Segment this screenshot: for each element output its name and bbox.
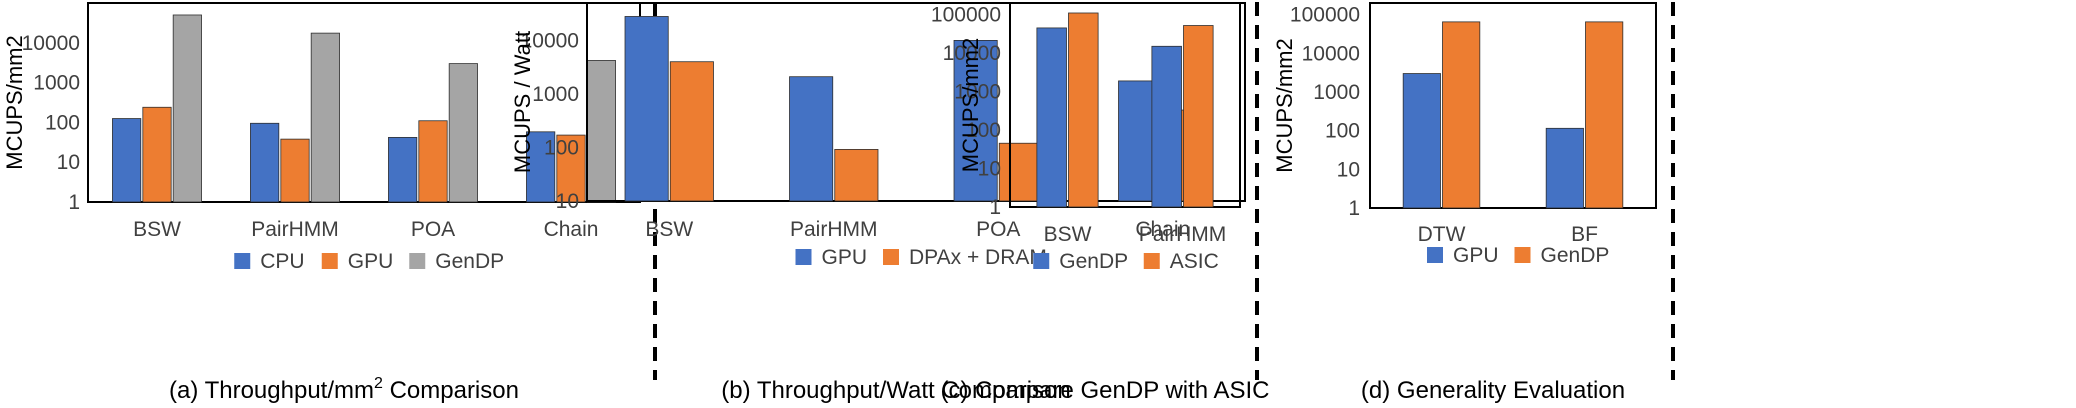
category-label: BSW	[645, 218, 693, 241]
chart-panel-d: 1 10 100 1000 10000 100000 MCUPS/mm2 DTW BF GPU Ge…	[1272, 2, 1657, 404]
bar	[556, 134, 586, 203]
category-label: Chain	[544, 218, 599, 241]
panel-caption: (d) Generality Evaluation	[1361, 377, 1625, 404]
panel-caption: (c) Compare GenDP with ASIC	[940, 377, 1269, 404]
bar	[624, 16, 669, 202]
y-axis-label: MCUPS/mm2	[1272, 38, 1297, 172]
category-label: Chain	[1135, 218, 1190, 241]
y-tick-label: 1	[989, 196, 1001, 219]
legend-label: DPAx + DRAM	[909, 246, 1047, 269]
bar	[1545, 127, 1584, 209]
bar	[310, 32, 340, 203]
legend-label: ASIC	[1170, 250, 1219, 273]
bar	[418, 120, 448, 203]
legend-swatch	[1033, 253, 1050, 269]
legend-swatch	[795, 249, 812, 265]
bar	[789, 76, 834, 202]
bar	[280, 138, 310, 203]
legend-swatch	[234, 253, 251, 269]
legend-label: GenDP	[1541, 244, 1610, 267]
bar	[1585, 21, 1624, 209]
legend-label: CPU	[260, 250, 304, 273]
bar	[834, 149, 879, 202]
y-tick-label: 100000	[931, 4, 1001, 27]
y-tick-label: 1	[1348, 197, 1360, 220]
y-tick-label: 10	[556, 190, 579, 213]
category-label: BSW	[133, 218, 181, 241]
bar	[1036, 27, 1067, 208]
y-tick-label: 1	[68, 191, 80, 214]
legend-swatch	[409, 253, 426, 269]
y-tick-label: 1000	[1313, 81, 1360, 104]
bar	[953, 40, 998, 202]
bar	[1151, 45, 1182, 208]
legend-swatch	[883, 249, 899, 265]
y-tick-label: 10000	[521, 29, 579, 52]
panel-caption: (b) Throughput/Watt Comparison	[721, 377, 1071, 404]
plot-frame	[586, 2, 1246, 202]
y-tick-label: 1000	[954, 81, 1001, 104]
legend: GenDP ASIC	[1033, 250, 1219, 273]
legend-swatch	[1514, 247, 1531, 263]
y-tick-label: 1000	[33, 72, 80, 95]
chart-panel-c: 1 10 100 1000 10000 100000 MCUPS/mm2 BSW PairHMM…	[931, 2, 1270, 404]
y-tick-label: 10	[978, 158, 1001, 181]
legend: CPU GPU GenDP	[234, 250, 504, 273]
legend: GPU GenDP	[1427, 244, 1609, 267]
y-tick-label: 10000	[1302, 42, 1360, 65]
bar	[250, 122, 280, 203]
y-tick-label: 100000	[1290, 4, 1360, 27]
bar	[1183, 25, 1214, 208]
bar	[1068, 12, 1099, 208]
bar	[1402, 73, 1441, 209]
y-axis-label: MCUPS / Watt	[510, 31, 535, 173]
y-tick-label: 100	[1325, 120, 1360, 143]
bar	[998, 142, 1043, 202]
y-tick-label: 100	[544, 136, 579, 159]
y-tick-label: 10	[57, 151, 80, 174]
y-tick-label: 10000	[943, 42, 1001, 65]
category-label: DTW	[1418, 223, 1466, 246]
legend-swatch	[321, 253, 338, 269]
legend-label: GenDP	[435, 250, 504, 273]
category-label: PairHMM	[251, 218, 339, 241]
category-label: BF	[1571, 223, 1598, 246]
bar	[586, 60, 616, 203]
y-tick-label: 10	[1337, 158, 1360, 181]
plot-frame	[1009, 2, 1241, 208]
y-axis-label: MCUPS/mm2	[958, 38, 983, 172]
category-label: PairHMM	[1139, 223, 1227, 246]
bar	[1442, 21, 1481, 209]
bar	[526, 131, 556, 203]
y-tick-label: 100	[45, 111, 80, 134]
bar	[172, 14, 202, 203]
category-label: PairHMM	[790, 218, 878, 241]
legend-swatch	[1427, 247, 1443, 263]
bar	[448, 63, 478, 203]
panel-caption: (a) Throughput/mm2 Comparison	[169, 375, 519, 404]
legend-label: GPU	[822, 246, 868, 269]
y-tick-label: 10000	[22, 32, 80, 55]
y-tick-label: 1000	[532, 83, 579, 106]
legend-label: GPU	[348, 250, 394, 273]
legend-swatch	[1143, 253, 1160, 269]
y-axis-label: MCUPS/mm2	[2, 35, 27, 169]
category-label: POA	[411, 218, 455, 241]
category-label: POA	[976, 218, 1020, 241]
bar	[388, 136, 418, 203]
legend: GPU DPAx + DRAM	[795, 246, 1047, 269]
category-label: BSW	[1044, 223, 1092, 246]
bar	[669, 61, 714, 202]
y-tick-label: 100	[966, 119, 1001, 142]
legend-label: GPU	[1453, 244, 1499, 267]
bar	[142, 106, 172, 203]
bar	[112, 118, 142, 203]
legend-label: GenDP	[1059, 250, 1128, 273]
plot-frame	[1369, 2, 1657, 209]
